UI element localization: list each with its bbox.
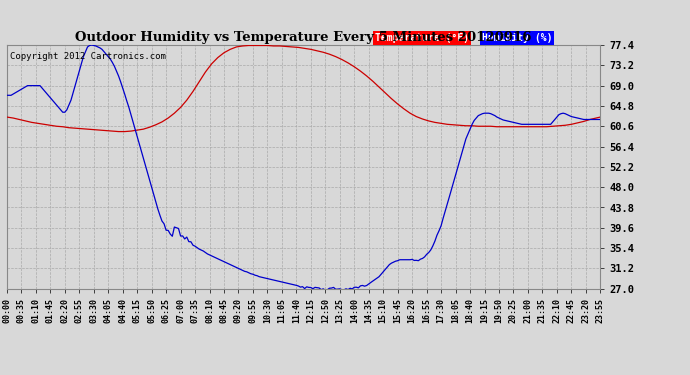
Text: Temperature (°F): Temperature (°F) — [375, 33, 469, 43]
Text: Copyright 2012 Cartronics.com: Copyright 2012 Cartronics.com — [10, 53, 166, 61]
Title: Outdoor Humidity vs Temperature Every 5 Minutes 20120916: Outdoor Humidity vs Temperature Every 5 … — [75, 31, 532, 44]
Text: Humidity (%): Humidity (%) — [482, 33, 552, 43]
